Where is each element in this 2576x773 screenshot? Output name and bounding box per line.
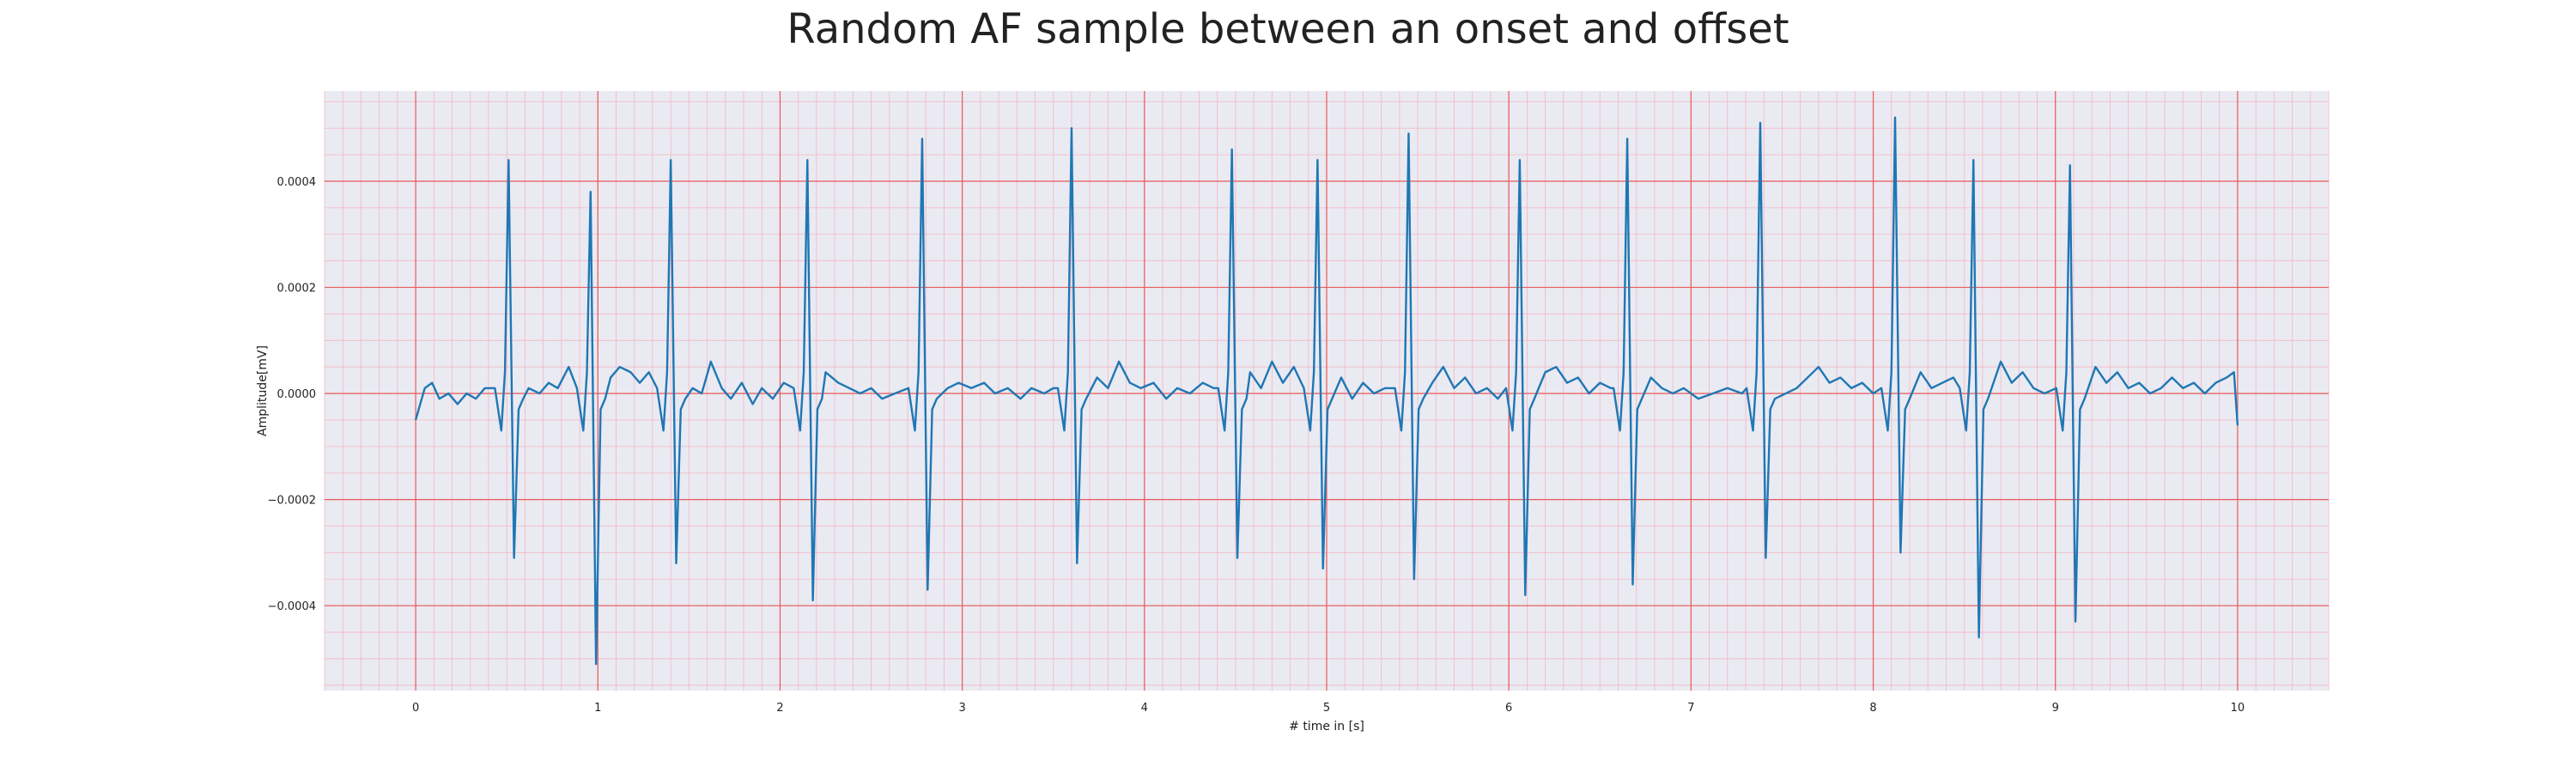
- y-tick-label: −0.0002: [268, 495, 316, 508]
- x-tick-label: 6: [1505, 702, 1512, 715]
- y-tick-label: −0.0004: [268, 600, 316, 613]
- x-tick-label: 10: [2231, 702, 2245, 715]
- x-axis-label: # time in [s]: [1289, 720, 1364, 733]
- x-tick-label: 2: [776, 702, 783, 715]
- x-tick-label: 3: [958, 702, 965, 715]
- x-tick-label: 7: [1687, 702, 1694, 715]
- x-tick-label: 4: [1141, 702, 1148, 715]
- x-tick-label: 5: [1323, 702, 1330, 715]
- y-tick-label: 0.0002: [277, 283, 317, 295]
- y-axis-label: Amplitude[mV]: [256, 345, 270, 436]
- x-tick-label: 8: [1869, 702, 1876, 715]
- y-tick-labels: −0.0004 −0.0002 0.0000 0.0002 0.0004: [268, 176, 316, 613]
- y-tick-label: 0.0004: [277, 176, 317, 189]
- x-tick-labels: 0 1 2 3 4 5 6 7 8 9 10: [412, 702, 2245, 715]
- x-tick-label: 0: [412, 702, 419, 715]
- y-tick-label: 0.0000: [277, 388, 317, 401]
- x-tick-label: 9: [2052, 702, 2059, 715]
- x-tick-label: 1: [594, 702, 601, 715]
